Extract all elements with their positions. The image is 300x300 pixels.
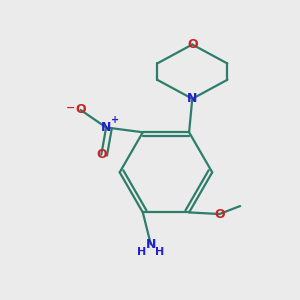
Text: H: H xyxy=(137,247,146,257)
Text: O: O xyxy=(96,148,106,161)
Text: N: N xyxy=(187,92,197,105)
Text: N: N xyxy=(146,238,156,251)
Text: −: − xyxy=(66,103,75,113)
Text: N: N xyxy=(101,121,111,134)
Text: +: + xyxy=(111,116,119,125)
Text: O: O xyxy=(187,38,198,51)
Text: H: H xyxy=(155,247,164,257)
Text: O: O xyxy=(75,103,86,116)
Text: O: O xyxy=(214,208,225,220)
